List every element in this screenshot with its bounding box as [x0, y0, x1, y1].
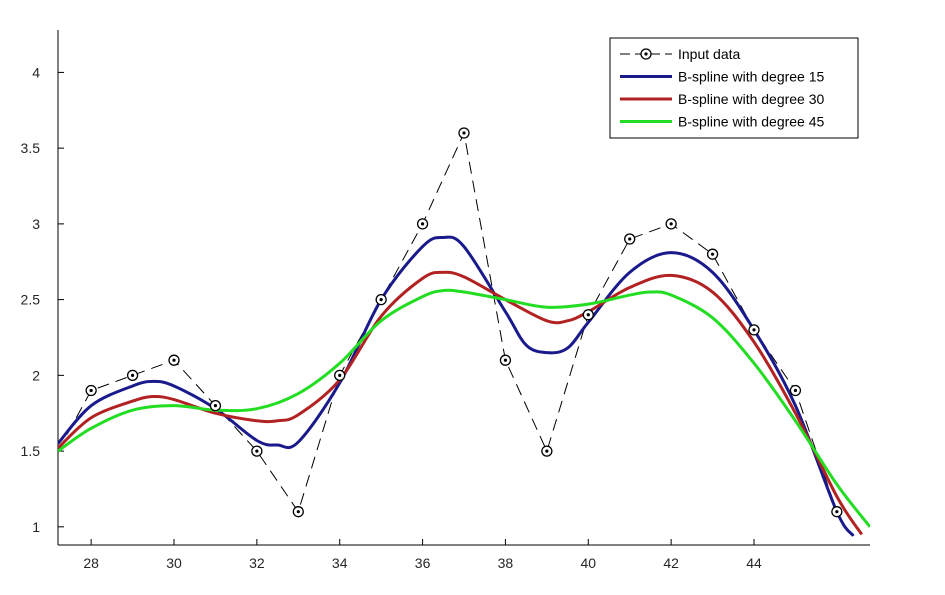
- data-point: [292, 506, 304, 518]
- data-point: [582, 309, 594, 321]
- series-2: [58, 270, 863, 536]
- legend-item: B-spline with degree 45: [620, 114, 825, 130]
- data-point: [706, 248, 719, 260]
- series-0: [58, 131, 838, 513]
- x-tick-label: 40: [580, 555, 596, 571]
- legend-label: B-spline with degree 30: [678, 91, 825, 107]
- spline-line-1: [58, 235, 855, 537]
- y-tick-label: 4: [32, 64, 40, 80]
- data-point: [126, 369, 139, 382]
- data-point: [209, 399, 222, 412]
- data-point: [831, 506, 843, 518]
- data-point: [334, 369, 346, 382]
- y-tick-label: 1.5: [21, 443, 41, 459]
- axes: [57, 30, 870, 546]
- tick-labels: 28 30 32 34 36 38 40 42 44 1 1.5 2 2.5 3 3.5 4: [21, 64, 762, 571]
- x-tick-label: 44: [746, 555, 762, 571]
- input-data-line: [58, 131, 838, 513]
- input-data-markers: [85, 127, 843, 518]
- spline-line-3: [58, 288, 870, 528]
- x-tick-label: 36: [415, 555, 431, 571]
- x-tick-label: 42: [663, 555, 679, 571]
- x-tick-label: 32: [249, 555, 265, 571]
- legend-label: B-spline with degree 45: [678, 114, 825, 130]
- series-3: [58, 288, 870, 528]
- data-point: [748, 324, 760, 336]
- y-tick-label: 1: [32, 519, 40, 535]
- x-tick-label: 38: [498, 555, 514, 571]
- data-point: [624, 233, 636, 245]
- y-tick-label: 2: [32, 367, 40, 383]
- data-point: [665, 218, 677, 230]
- data-point: [85, 384, 97, 397]
- legend-item: B-spline with degree 30: [620, 91, 825, 107]
- legend-label: B-spline with degree 15: [678, 69, 825, 85]
- y-tick-label: 3: [32, 216, 40, 232]
- data-point: [416, 218, 429, 230]
- legend-label: Input data: [678, 46, 740, 62]
- series-layer: [58, 127, 870, 537]
- legend-item: B-spline with degree 15: [620, 69, 825, 85]
- data-point: [375, 293, 387, 306]
- data-point: [541, 445, 553, 457]
- spline-line-2: [58, 270, 863, 536]
- legend: Input data B-spline with degree 15 B-splin…: [609, 37, 859, 139]
- data-point: [251, 445, 263, 457]
- data-point: [789, 384, 802, 397]
- y-tick-label: 2.5: [21, 292, 41, 308]
- data-point: [168, 354, 180, 366]
- y-tick-label: 3.5: [21, 140, 41, 156]
- series-1: [58, 235, 855, 537]
- data-point: [458, 127, 470, 139]
- x-tick-label: 30: [166, 555, 182, 571]
- x-tick-label: 34: [332, 555, 348, 571]
- legend-item: Input data: [620, 46, 740, 62]
- data-point: [499, 354, 512, 366]
- x-tick-label: 28: [83, 555, 99, 571]
